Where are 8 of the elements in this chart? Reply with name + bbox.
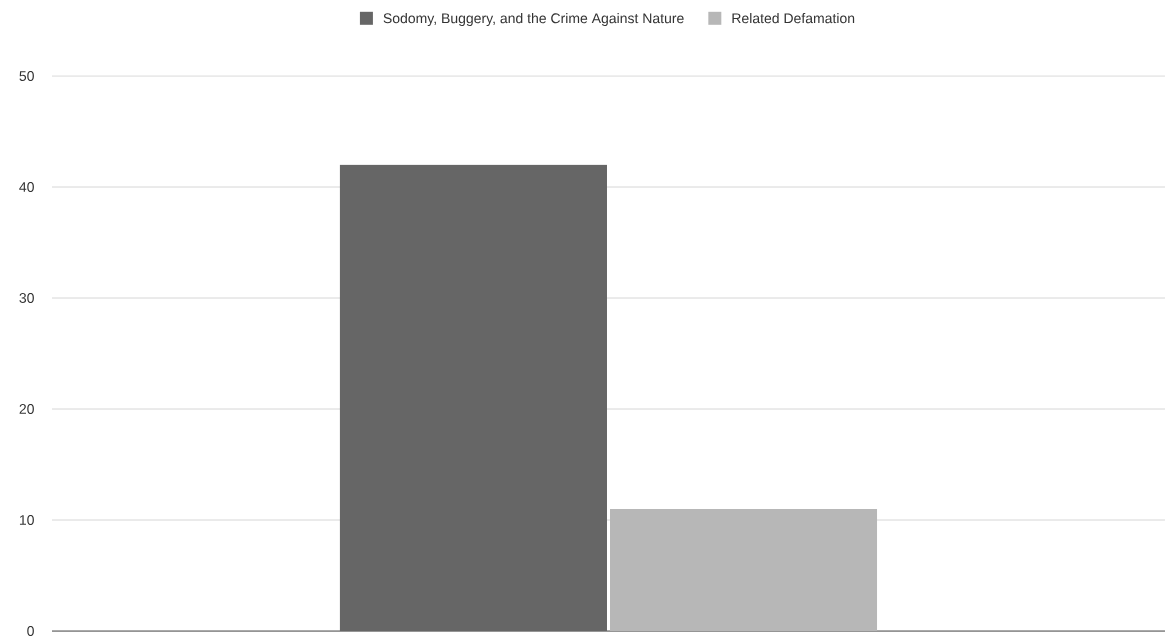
y-tick-label: 30 [19,293,34,303]
legend-label: Related Defamation [732,12,855,24]
y-tick-label: 10 [19,515,34,525]
y-tick-label: 50 [19,71,34,81]
y-tick-label: 0 [27,626,34,636]
legend-label: Sodomy, Buggery, and the Crime Against Nature [383,12,684,27]
y-tick-label: 20 [19,404,34,414]
y-tick-label: 40 [19,182,34,192]
